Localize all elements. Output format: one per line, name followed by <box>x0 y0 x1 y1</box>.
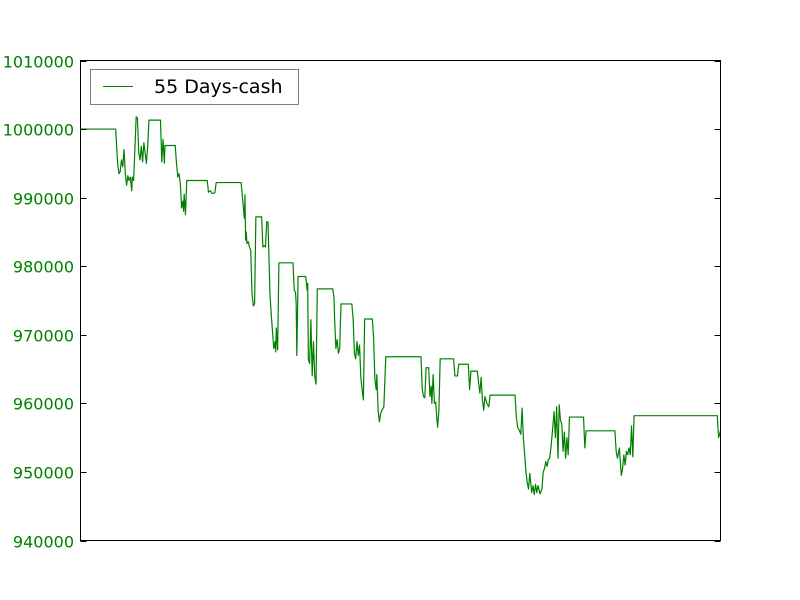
y-tick-label: 1000000 <box>3 121 74 140</box>
y-tick-label: 980000 <box>13 258 74 277</box>
legend-label: 55 Days-cash <box>154 76 283 98</box>
legend: 55 Days-cash <box>90 69 299 105</box>
y-tick-label: 960000 <box>13 395 74 414</box>
y-axis-ticks: 940000 950000 960000 970000 980000 990000 1000… <box>3 53 721 552</box>
series-layer <box>80 116 722 496</box>
series-line-55-days-cash <box>80 116 722 496</box>
y-tick-label: 990000 <box>13 190 74 209</box>
y-tick-label: 940000 <box>13 533 74 552</box>
plot-area-frame <box>80 60 721 541</box>
y-tick-label: 970000 <box>13 327 74 346</box>
y-tick-label: 950000 <box>13 464 74 483</box>
y-tick-label: 1010000 <box>3 53 74 72</box>
legend-box <box>90 69 299 105</box>
